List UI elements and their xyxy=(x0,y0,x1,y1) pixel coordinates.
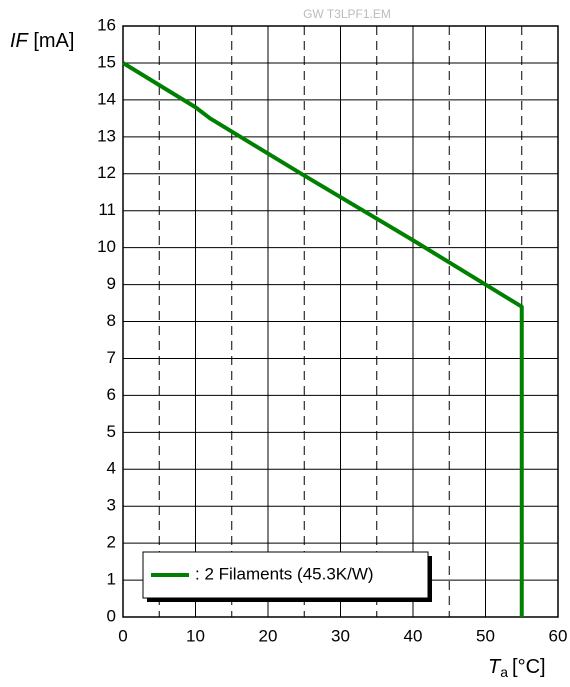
x-tick-label: 20 xyxy=(259,626,278,645)
plot-frame xyxy=(122,25,559,618)
x-axis-label: Ta [°C] xyxy=(488,656,546,679)
y-label-unit: [mA] xyxy=(33,30,74,52)
x-tick-label: 10 xyxy=(186,626,205,645)
y-tick-label: 9 xyxy=(107,274,116,293)
y-tick-label: 2 xyxy=(107,533,116,552)
y-tick-label: 0 xyxy=(107,606,116,625)
x-tick-label: 60 xyxy=(549,626,568,645)
y-tick-label: 1 xyxy=(107,570,116,589)
y-label-symbol: IF xyxy=(10,30,30,52)
y-tick-label: 3 xyxy=(107,496,116,515)
x-label-subscript: a xyxy=(500,664,508,680)
y-tick-label: 4 xyxy=(107,459,116,478)
y-tick-label: 5 xyxy=(107,422,116,441)
y-tick-label: 8 xyxy=(107,311,116,330)
x-tick-label: 0 xyxy=(118,626,127,645)
y-tick-label: 11 xyxy=(98,200,116,219)
y-tick-label: 14 xyxy=(97,89,116,108)
y-tick-label: 16 xyxy=(97,15,116,34)
y-tick-label: 13 xyxy=(97,126,116,145)
x-tick-label: 30 xyxy=(331,626,350,645)
x-label-symbol: T xyxy=(488,656,502,678)
x-tick-label: 40 xyxy=(404,626,423,645)
y-tick-label: 7 xyxy=(107,348,116,367)
y-tick-label: 12 xyxy=(97,163,116,182)
x-label-unit: [°C] xyxy=(512,656,546,678)
x-tick-label: 50 xyxy=(476,626,495,645)
y-tick-label: 15 xyxy=(97,52,116,71)
legend-label: : 2 Filaments (45.3K/W) xyxy=(195,564,374,583)
y-tick-label: 10 xyxy=(97,237,116,256)
y-axis-label: IF [mA] xyxy=(10,30,74,52)
legend-box xyxy=(142,551,429,599)
data-line xyxy=(121,61,524,617)
y-tick-label: 6 xyxy=(107,385,116,404)
watermark: GW T3LPF1.EM xyxy=(303,7,391,21)
